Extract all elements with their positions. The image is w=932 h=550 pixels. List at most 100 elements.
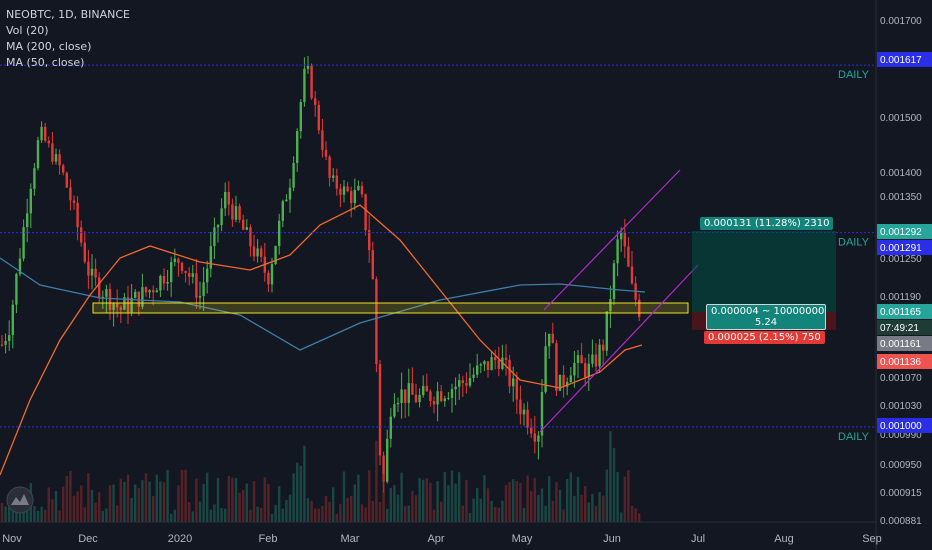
volume-bar [602, 495, 605, 522]
candle-body [429, 391, 432, 402]
ma50-indicator-label[interactable]: MA (50, close) [6, 56, 85, 69]
volume-bar [483, 475, 486, 522]
price-tag [877, 304, 932, 319]
candle-body [609, 299, 612, 312]
volume-bar [591, 493, 594, 522]
candle-body [378, 364, 382, 456]
candle-body [126, 297, 130, 313]
candle-body [242, 219, 245, 230]
logo-circle [6, 486, 34, 514]
candle-body [450, 389, 454, 398]
candle-body [281, 201, 284, 221]
candle-body [83, 242, 86, 262]
candle-body [90, 268, 94, 276]
price-tick-label: 0.000950 [880, 460, 922, 471]
volume-bar [256, 506, 259, 522]
candle-body [591, 354, 594, 364]
candle-body [342, 186, 346, 195]
volume-bar [612, 448, 616, 522]
volume-bar [267, 483, 270, 522]
volume-bar [249, 509, 252, 522]
candle-body [296, 131, 299, 163]
volume-bar [65, 476, 68, 522]
volume-bar [238, 492, 241, 522]
volume-bar [299, 465, 302, 522]
candle-body [458, 380, 461, 387]
volume-bar [562, 509, 565, 522]
volume-bar [411, 491, 414, 522]
price-tag [877, 224, 932, 239]
price-tag [877, 418, 932, 433]
candle-body [4, 340, 7, 345]
candle-body [26, 213, 29, 228]
time-axis-label: Mar [341, 533, 360, 545]
volume-bar [184, 469, 187, 522]
volume-bar [216, 478, 220, 522]
volume-bar [479, 498, 482, 522]
candle-body [198, 296, 202, 298]
candle-body [400, 389, 403, 404]
volume-bar [335, 513, 338, 522]
time-axis-label: Feb [259, 533, 278, 545]
volume-bar [429, 482, 432, 522]
volume-bar [123, 481, 126, 522]
candle-body [551, 333, 554, 344]
price-tick-label: 0.001400 [880, 168, 922, 179]
volume-bar [418, 477, 421, 522]
candle-body [180, 262, 184, 272]
volume-bar [580, 495, 583, 522]
volume-bar [80, 485, 83, 522]
price-tick-label: 0.001350 [880, 192, 922, 203]
volume-bar [400, 472, 403, 522]
price-tag [877, 240, 932, 255]
daily-level-label: DAILY [838, 237, 870, 249]
candle-body [461, 380, 464, 384]
candle-body [393, 404, 396, 417]
candle-body [530, 427, 533, 434]
candle-body [148, 290, 151, 293]
candle-body [245, 227, 248, 230]
candle-body [314, 98, 317, 105]
candle-body [119, 307, 122, 310]
time-axis-label: Dec [78, 533, 98, 545]
candles-layer [0, 56, 641, 493]
volume-bar [432, 509, 436, 522]
candle-body [432, 401, 436, 405]
entry-range-text: 0.000004 ~ 10000000 [711, 306, 825, 317]
time-axis-label: Jul [691, 533, 705, 545]
volume-bar [144, 473, 148, 522]
volume-bar [166, 469, 169, 522]
volume-bar [378, 502, 382, 522]
volume-bar [339, 503, 342, 522]
candle-body [170, 261, 173, 282]
candle-body [209, 246, 212, 269]
candle-body [414, 394, 418, 403]
price-tag-label: 0.001617 [880, 55, 922, 66]
candle-body [638, 299, 641, 317]
vol-indicator-label[interactable]: Vol (20) [6, 24, 49, 37]
candle-body [18, 258, 22, 274]
candle-body [569, 375, 572, 383]
volume-bar [224, 508, 227, 522]
volume-bar [558, 489, 562, 522]
volume-bar [360, 504, 364, 522]
candle-body [436, 391, 439, 405]
candle-body [0, 344, 4, 346]
candle-body [468, 377, 472, 386]
channel-lower-line [539, 264, 699, 433]
candle-body [418, 395, 421, 403]
volume-bar [526, 475, 529, 522]
candle-body [501, 357, 504, 369]
candle-body [522, 409, 526, 415]
volume-bar [443, 472, 446, 522]
candle-body [353, 189, 356, 204]
price-tag-label: 0.001000 [880, 421, 922, 432]
volume-bar [576, 476, 580, 522]
volume-bar [119, 478, 122, 522]
candle-body [195, 273, 198, 298]
ma200-indicator-label[interactable]: MA (200, close) [6, 40, 92, 53]
symbol-title[interactable]: NEOBTC, 1D, BINANCE [6, 8, 130, 21]
candle-body [544, 346, 547, 393]
volume-layer [0, 431, 641, 522]
